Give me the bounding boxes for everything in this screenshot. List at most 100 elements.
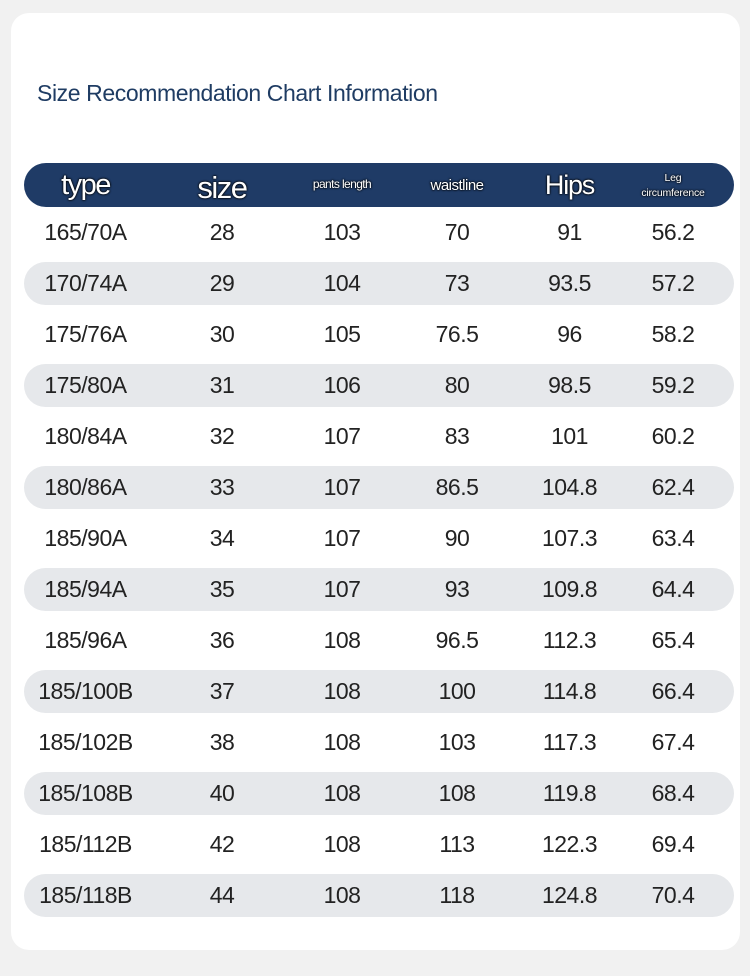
cell-size: 28 <box>209 219 235 245</box>
cell-leg-circumference: 64.4 <box>651 576 695 602</box>
cell-type: 185/100B <box>38 678 133 704</box>
header-waistline: waistline <box>430 176 484 194</box>
cell-leg-circumference: 70.4 <box>651 882 695 908</box>
cell-waistline: 86.5 <box>435 474 479 500</box>
cell-size: 30 <box>209 321 235 347</box>
header-type: type <box>61 168 111 201</box>
cell-pants-length: 108 <box>323 780 361 806</box>
cell-waistline: 80 <box>444 372 470 398</box>
cell-size: 37 <box>209 678 235 704</box>
row-band: 185/102B 38 108 103 117.3 67.4 <box>24 721 734 764</box>
cell-leg-circumference: 60.2 <box>651 423 695 449</box>
cell-size: 42 <box>209 831 235 857</box>
cell-pants-length: 107 <box>323 474 361 500</box>
table-row: 170/74A 29 104 73 93.5 57.2 <box>24 258 734 309</box>
table-row: 185/96A 36 108 96.5 112.3 65.4 <box>24 615 734 666</box>
cell-hips: 91 <box>557 219 582 245</box>
cell-type: 185/118B <box>39 882 132 908</box>
header-leg-line2: circumference <box>641 187 705 199</box>
cell-pants-length: 107 <box>323 576 361 602</box>
table-row: 185/100B 37 108 100 114.8 66.4 <box>24 666 734 717</box>
cell-waistline: 73 <box>444 270 470 296</box>
cell-type: 175/80A <box>44 372 127 398</box>
cell-pants-length: 108 <box>323 627 361 653</box>
cell-size: 36 <box>209 627 235 653</box>
page-title: Size Recommendation Chart Information <box>37 80 438 106</box>
cell-size: 29 <box>209 270 235 296</box>
cell-pants-length: 106 <box>323 372 361 398</box>
cell-hips: 122.3 <box>541 831 598 857</box>
table-row: 185/102B 38 108 103 117.3 67.4 <box>24 717 734 768</box>
cell-pants-length: 107 <box>323 423 361 449</box>
cell-waistline: 108 <box>438 780 476 806</box>
cell-pants-length: 108 <box>323 729 361 755</box>
cell-leg-circumference: 68.4 <box>651 780 695 806</box>
row-band: 185/96A 36 108 96.5 112.3 65.4 <box>24 619 734 662</box>
cell-leg-circumference: 67.4 <box>651 729 695 755</box>
cell-hips: 93.5 <box>548 270 591 296</box>
cell-hips: 107.3 <box>541 525 598 551</box>
table-row: 180/84A 32 107 83 101 60.2 <box>24 411 734 462</box>
row-band: 170/74A 29 104 73 93.5 57.2 <box>24 262 734 305</box>
cell-type: 165/70A <box>44 219 127 245</box>
cell-type: 180/86A <box>44 474 127 500</box>
cell-type: 185/102B <box>38 729 133 755</box>
table-row: 185/112B 42 108 113 122.3 69.4 <box>24 819 734 870</box>
cell-leg-circumference: 62.4 <box>651 474 695 500</box>
cell-type: 185/94A <box>44 576 127 602</box>
cell-waistline: 70 <box>444 219 470 245</box>
cell-waistline: 96.5 <box>435 627 479 653</box>
cell-pants-length: 108 <box>323 831 361 857</box>
cell-waistline: 83 <box>444 423 470 449</box>
cell-hips: 112.3 <box>542 627 597 653</box>
header-hips: Hips <box>544 169 595 200</box>
row-band: 180/84A 32 107 83 101 60.2 <box>24 415 734 458</box>
cell-waistline: 90 <box>444 525 470 551</box>
table-row: 185/118B 44 108 118 124.8 70.4 <box>24 870 734 921</box>
cell-hips: 109.8 <box>541 576 598 602</box>
cell-waistline: 100 <box>438 678 476 704</box>
header-leg-circumference: Leg circumference <box>612 169 734 201</box>
row-band: 185/100B 37 108 100 114.8 66.4 <box>24 670 734 713</box>
cell-leg-circumference: 66.4 <box>651 678 695 704</box>
cell-type: 170/74A <box>44 270 127 296</box>
cell-hips: 98.5 <box>548 372 591 398</box>
cell-waistline: 118 <box>439 882 475 908</box>
cell-waistline: 103 <box>438 729 476 755</box>
cell-waistline: 113 <box>439 831 475 857</box>
row-band: 175/80A 31 106 80 98.5 59.2 <box>24 364 734 407</box>
cell-pants-length: 105 <box>323 321 361 347</box>
cell-leg-circumference: 63.4 <box>651 525 695 551</box>
row-band: 185/90A 34 107 90 107.3 63.4 <box>24 517 734 560</box>
cell-pants-length: 108 <box>323 678 361 704</box>
cell-size: 32 <box>209 423 235 449</box>
table-row: 175/80A 31 106 80 98.5 59.2 <box>24 360 734 411</box>
header-size: size <box>197 170 248 205</box>
table-body: 165/70A 28 103 70 91 56.2 170/74A 29 104 73 93.5 57… <box>24 207 734 921</box>
table-header: type size pants length waistline Hips Le… <box>24 163 734 207</box>
row-band: 185/108B 40 108 108 119.8 68.4 <box>24 772 734 815</box>
header-leg-line1: Leg <box>664 172 682 184</box>
cell-size: 31 <box>209 372 235 398</box>
cell-type: 185/96A <box>44 627 127 653</box>
cell-leg-circumference: 59.2 <box>651 372 695 398</box>
cell-waistline: 76.5 <box>435 321 479 347</box>
cell-hips: 124.8 <box>541 882 598 908</box>
cell-hips: 104.8 <box>541 474 598 500</box>
cell-leg-circumference: 65.4 <box>651 627 695 653</box>
header-pants-length: pants length <box>312 176 372 191</box>
cell-type: 175/76A <box>44 321 127 347</box>
cell-size: 38 <box>209 729 235 755</box>
table-row: 165/70A 28 103 70 91 56.2 <box>24 207 734 258</box>
cell-hips: 114.8 <box>542 678 597 704</box>
cell-leg-circumference: 56.2 <box>651 219 695 245</box>
cell-pants-length: 107 <box>323 525 361 551</box>
table-row: 185/94A 35 107 93 109.8 64.4 <box>24 564 734 615</box>
cell-leg-circumference: 57.2 <box>651 270 695 296</box>
row-band: 185/112B 42 108 113 122.3 69.4 <box>24 823 734 866</box>
cell-type: 185/90A <box>44 525 127 551</box>
cell-size: 34 <box>209 525 235 551</box>
cell-hips: 101 <box>551 423 588 449</box>
cell-type: 185/112B <box>39 831 132 857</box>
cell-size: 33 <box>209 474 235 500</box>
